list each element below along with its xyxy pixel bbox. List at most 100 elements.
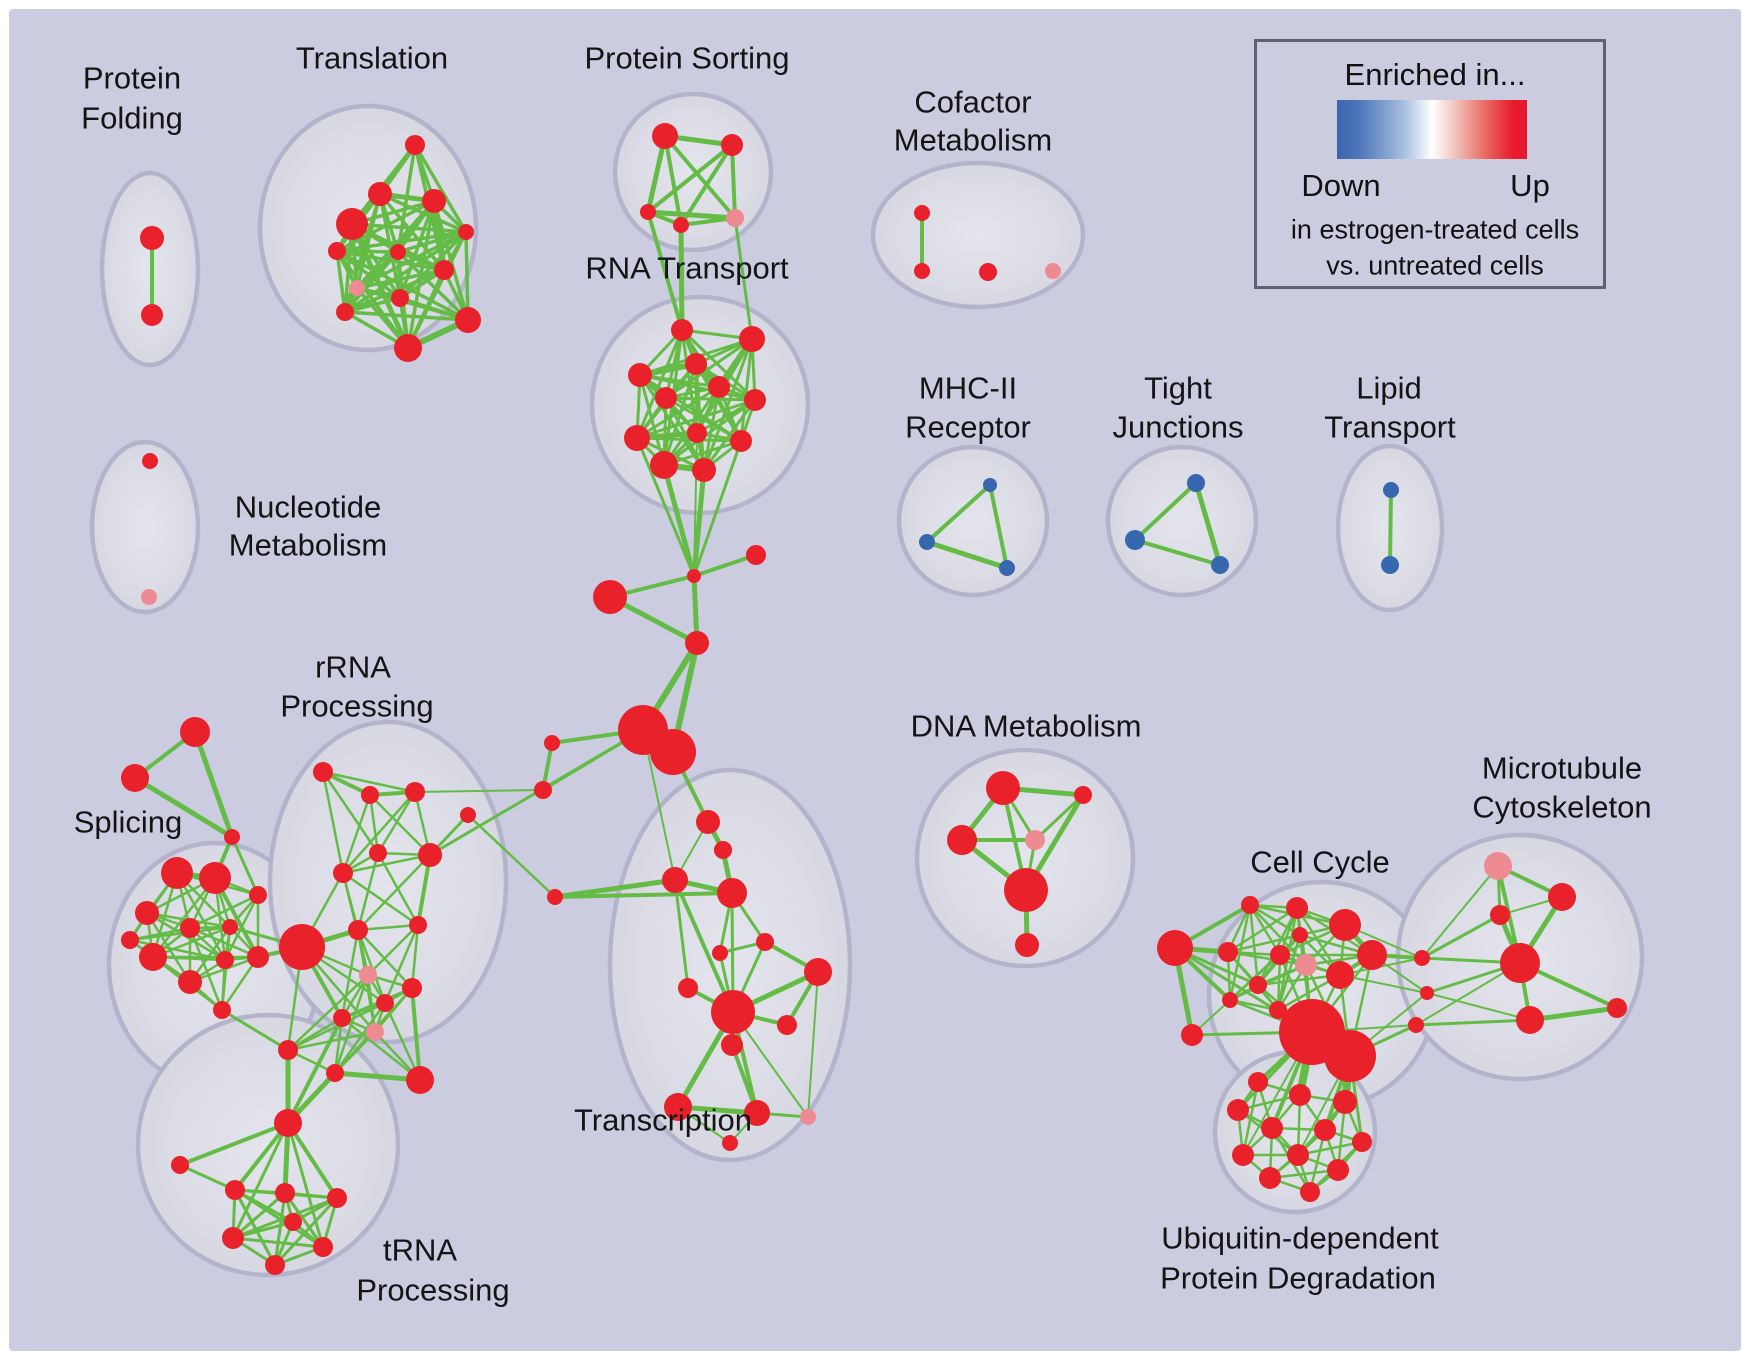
cluster-label-microtubule: Cytoskeleton — [1472, 790, 1651, 825]
gene-set-node — [222, 1227, 244, 1249]
gene-set-node — [142, 453, 158, 469]
edge — [1339, 974, 1428, 994]
edge — [410, 923, 420, 990]
gene-set-node — [696, 810, 720, 834]
gene-set-node — [409, 916, 427, 934]
edge — [321, 770, 345, 875]
edge — [635, 328, 684, 440]
edge — [1414, 1018, 1532, 1027]
edge — [220, 1008, 290, 1052]
gene-set-node — [180, 918, 200, 938]
gene-set-node — [161, 857, 193, 889]
edge — [807, 971, 819, 1118]
gene-set-node — [1420, 986, 1434, 1000]
edge — [376, 851, 420, 927]
gene-set-node — [284, 1213, 302, 1231]
cluster-label-rna_transport: RNA Transport — [585, 251, 789, 286]
cluster-ellipse-cofactor — [870, 160, 1086, 310]
gene-set-node — [1292, 927, 1308, 943]
gene-set-node — [333, 1009, 351, 1027]
edge — [178, 1121, 290, 1167]
edge — [340, 1016, 422, 1082]
legend-note-line2: vs. untreated cells — [1326, 250, 1544, 281]
gene-set-node — [721, 1034, 743, 1056]
edge — [383, 923, 420, 1005]
edge — [1388, 488, 1393, 567]
edge — [702, 337, 754, 472]
gene-set-node — [1327, 1159, 1349, 1181]
gene-set-node — [406, 1066, 434, 1094]
edge — [132, 775, 235, 840]
gene-set-node — [687, 569, 701, 583]
gene-set-node — [983, 478, 997, 492]
edge — [321, 770, 380, 855]
gene-set-node — [279, 924, 325, 970]
gene-set-node — [655, 387, 677, 409]
cluster-ellipse-protein_sorting — [612, 91, 774, 253]
edge — [553, 891, 734, 899]
gene-set-node — [1408, 1017, 1424, 1033]
cluster-label-rrna: rRNA — [315, 650, 391, 685]
gene-set-node — [1295, 954, 1317, 976]
edge — [646, 210, 684, 332]
gene-set-node — [313, 1237, 333, 1257]
edge — [230, 835, 260, 897]
edge — [341, 871, 420, 927]
gene-set-node — [804, 958, 832, 986]
gene-set-node — [664, 1093, 692, 1121]
edge — [410, 986, 422, 1082]
gene-set-node — [434, 260, 454, 280]
gene-set-node — [652, 123, 678, 149]
gene-set-node — [673, 217, 689, 233]
gene-set-node — [726, 209, 744, 227]
gene-set-node — [685, 353, 707, 375]
gene-set-node — [247, 946, 269, 968]
gene-set-node — [1548, 883, 1576, 911]
edge — [368, 793, 432, 857]
edge — [335, 249, 402, 300]
cluster-label-lipid: Lipid — [1356, 371, 1422, 406]
gene-set-node — [422, 189, 446, 213]
gene-set-node — [178, 970, 202, 994]
edge — [286, 1121, 339, 1200]
cluster-label-dna: DNA Metabolism — [911, 709, 1142, 744]
gene-set-node — [1025, 830, 1045, 850]
edge — [335, 249, 347, 314]
edge — [733, 216, 754, 341]
gene-set-node — [405, 135, 425, 155]
edge — [1415, 962, 1521, 1026]
gene-set-node — [418, 843, 442, 867]
edge — [340, 928, 360, 1020]
edge — [233, 1188, 277, 1267]
edge — [349, 221, 411, 351]
gene-set-node — [1352, 1132, 1372, 1152]
edge — [1033, 793, 1085, 842]
edge — [341, 790, 417, 875]
gene-set-node — [1259, 1167, 1281, 1189]
gene-set-node — [650, 451, 678, 479]
edge — [645, 209, 738, 221]
edge — [231, 1121, 290, 1240]
gene-set-node — [141, 304, 163, 326]
gene-set-node — [213, 1001, 231, 1019]
edge — [332, 1070, 423, 1083]
edge — [188, 893, 260, 930]
gene-set-node — [1248, 1072, 1268, 1092]
edge — [680, 328, 757, 402]
gene-set-node — [1607, 998, 1627, 1018]
edge — [1421, 865, 1499, 959]
gene-set-node — [678, 978, 698, 998]
gene-set-node — [708, 376, 730, 398]
gene-set-node — [1333, 1090, 1357, 1114]
gene-set-node — [274, 1109, 302, 1137]
cluster-label-trna: tRNA — [383, 1233, 457, 1268]
gene-set-node — [1249, 976, 1267, 994]
edge — [192, 729, 235, 840]
edge — [664, 337, 754, 400]
edge — [1133, 481, 1198, 542]
gene-set-node — [1227, 1099, 1249, 1121]
gene-set-node — [224, 829, 240, 845]
edge — [924, 539, 1010, 571]
edge — [1133, 538, 1222, 567]
gene-set-node — [721, 134, 743, 156]
